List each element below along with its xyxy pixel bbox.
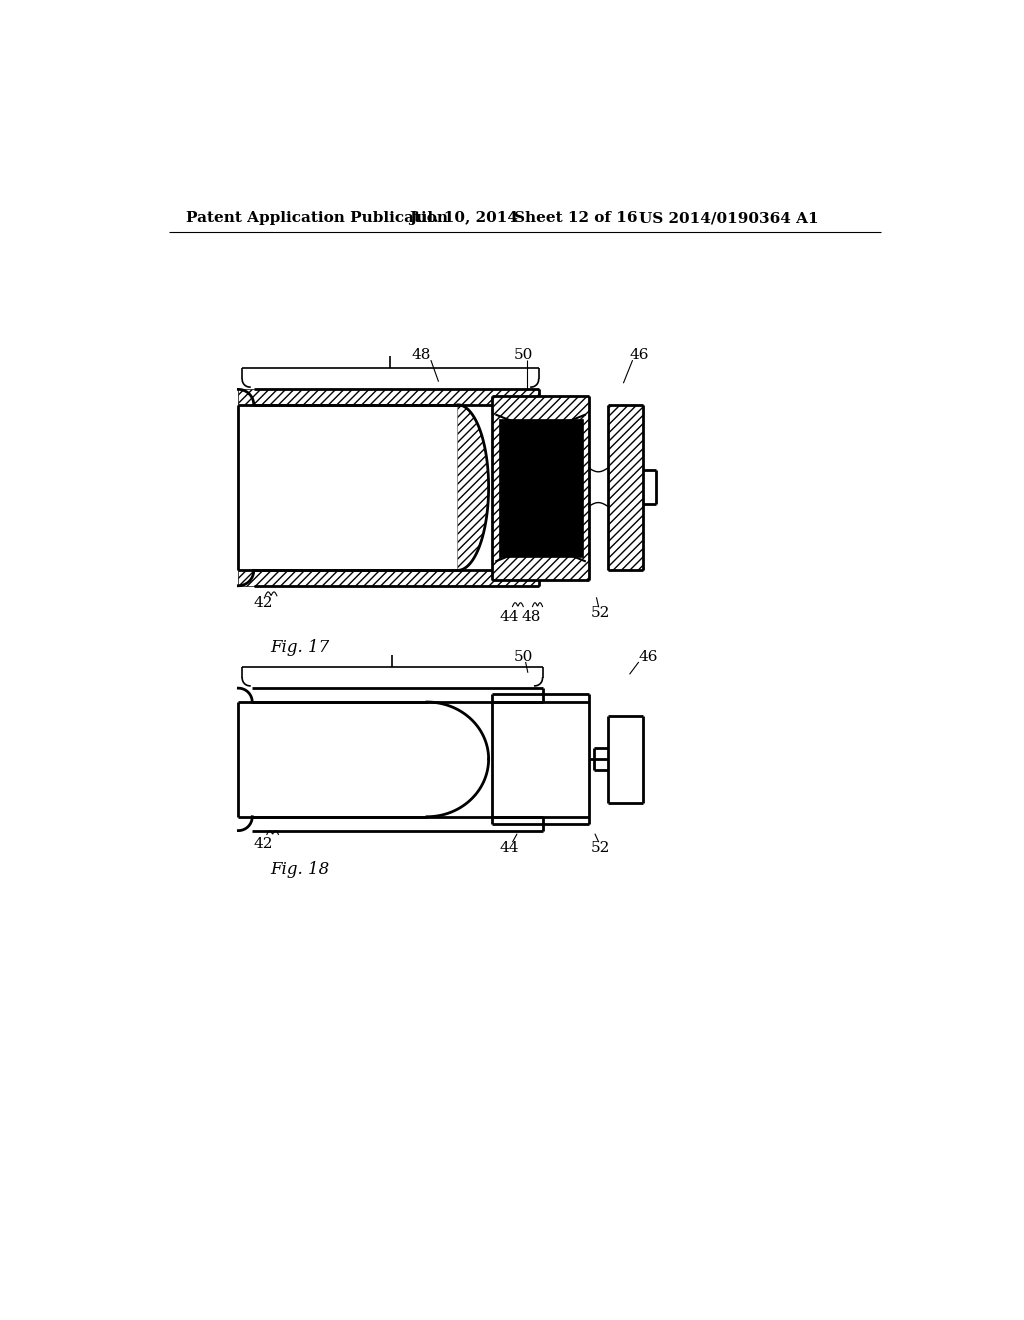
Text: Jul. 10, 2014: Jul. 10, 2014 xyxy=(410,211,518,226)
Text: 42: 42 xyxy=(253,597,272,610)
Bar xyxy=(608,405,643,570)
Text: 44: 44 xyxy=(500,610,519,623)
Bar xyxy=(493,396,589,581)
Text: Patent Application Publication: Patent Application Publication xyxy=(186,211,449,226)
Text: Sheet 12 of 16: Sheet 12 of 16 xyxy=(514,211,638,226)
Text: 50: 50 xyxy=(514,347,532,362)
Polygon shape xyxy=(458,405,488,570)
Text: 44: 44 xyxy=(500,841,519,855)
Text: 42: 42 xyxy=(253,837,272,850)
Text: 48: 48 xyxy=(412,347,431,362)
Text: 52: 52 xyxy=(591,606,610,619)
Text: 52: 52 xyxy=(591,841,610,855)
Text: 50: 50 xyxy=(514,651,532,664)
Bar xyxy=(239,570,539,586)
Bar xyxy=(239,389,539,405)
Text: 46: 46 xyxy=(639,651,658,664)
Text: Fig. 17: Fig. 17 xyxy=(270,639,330,656)
Polygon shape xyxy=(458,405,488,570)
Bar xyxy=(239,405,458,570)
Bar xyxy=(499,418,583,557)
Text: US 2014/0190364 A1: US 2014/0190364 A1 xyxy=(639,211,818,226)
Text: 46: 46 xyxy=(629,347,648,362)
Text: 48: 48 xyxy=(521,610,541,623)
Text: Fig. 18: Fig. 18 xyxy=(270,862,330,878)
